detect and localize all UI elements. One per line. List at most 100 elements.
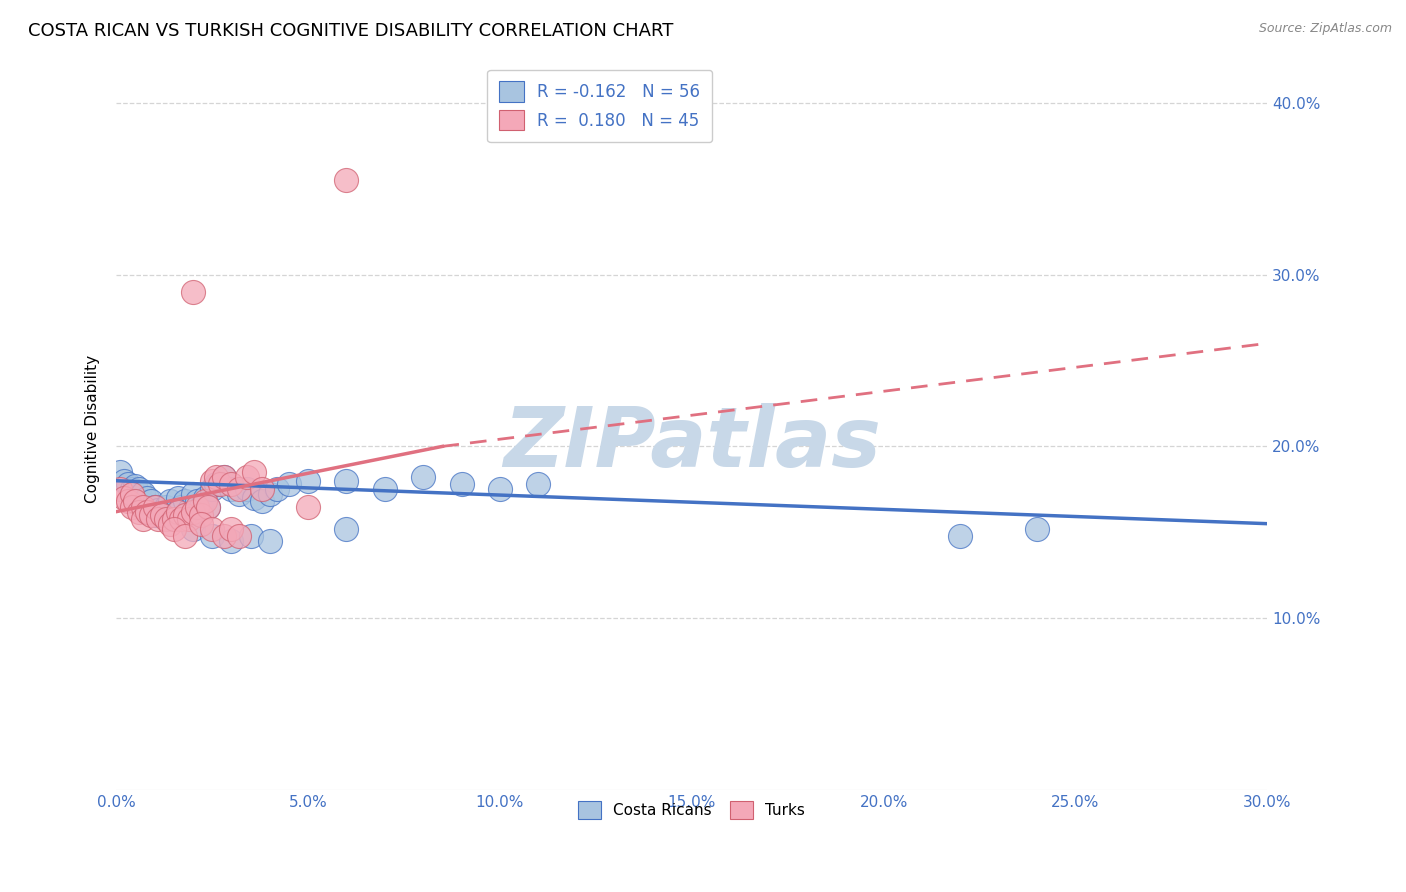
Point bbox=[179, 511, 201, 525]
Point bbox=[193, 494, 215, 508]
Point bbox=[277, 477, 299, 491]
Point bbox=[235, 470, 257, 484]
Point bbox=[121, 487, 143, 501]
Point bbox=[155, 500, 177, 514]
Text: Source: ZipAtlas.com: Source: ZipAtlas.com bbox=[1258, 22, 1392, 36]
Point bbox=[201, 474, 224, 488]
Point bbox=[159, 516, 181, 531]
Point bbox=[136, 491, 159, 505]
Point bbox=[297, 474, 319, 488]
Y-axis label: Cognitive Disability: Cognitive Disability bbox=[86, 355, 100, 503]
Point bbox=[148, 503, 170, 517]
Point bbox=[239, 529, 262, 543]
Point bbox=[148, 511, 170, 525]
Point bbox=[132, 485, 155, 500]
Point bbox=[128, 494, 150, 508]
Point bbox=[259, 487, 281, 501]
Point bbox=[174, 529, 197, 543]
Point bbox=[121, 487, 143, 501]
Point bbox=[159, 494, 181, 508]
Point bbox=[181, 505, 204, 519]
Text: ZIPatlas: ZIPatlas bbox=[503, 403, 880, 484]
Point bbox=[197, 500, 219, 514]
Point bbox=[212, 470, 235, 484]
Point bbox=[221, 477, 243, 491]
Point bbox=[190, 500, 212, 514]
Point bbox=[179, 503, 201, 517]
Point bbox=[228, 483, 250, 497]
Point bbox=[489, 483, 512, 497]
Point bbox=[221, 533, 243, 548]
Point bbox=[163, 522, 186, 536]
Point bbox=[201, 522, 224, 536]
Point bbox=[228, 529, 250, 543]
Point bbox=[121, 500, 143, 514]
Point bbox=[150, 508, 173, 522]
Point bbox=[124, 479, 146, 493]
Point bbox=[243, 465, 266, 479]
Point bbox=[190, 516, 212, 531]
Point bbox=[112, 474, 135, 488]
Point bbox=[139, 494, 162, 508]
Point bbox=[450, 477, 472, 491]
Point bbox=[163, 511, 186, 525]
Point bbox=[193, 491, 215, 505]
Point bbox=[190, 508, 212, 522]
Point bbox=[201, 529, 224, 543]
Point bbox=[205, 470, 228, 484]
Point bbox=[136, 505, 159, 519]
Point bbox=[108, 483, 131, 497]
Point bbox=[335, 474, 357, 488]
Text: COSTA RICAN VS TURKISH COGNITIVE DISABILITY CORRELATION CHART: COSTA RICAN VS TURKISH COGNITIVE DISABIL… bbox=[28, 22, 673, 40]
Point bbox=[108, 465, 131, 479]
Point bbox=[143, 508, 166, 522]
Point bbox=[250, 494, 273, 508]
Point bbox=[1026, 522, 1049, 536]
Point bbox=[112, 491, 135, 505]
Point bbox=[166, 491, 188, 505]
Point bbox=[335, 173, 357, 187]
Point bbox=[136, 505, 159, 519]
Point bbox=[412, 470, 434, 484]
Point bbox=[527, 477, 550, 491]
Point bbox=[181, 522, 204, 536]
Point bbox=[132, 500, 155, 514]
Point bbox=[181, 285, 204, 299]
Point bbox=[128, 483, 150, 497]
Point bbox=[150, 508, 173, 522]
Point bbox=[259, 533, 281, 548]
Point bbox=[197, 500, 219, 514]
Point bbox=[155, 511, 177, 525]
Point bbox=[124, 491, 146, 505]
Point bbox=[205, 477, 228, 491]
Point bbox=[201, 483, 224, 497]
Point bbox=[235, 483, 257, 497]
Point bbox=[949, 529, 972, 543]
Legend: Costa Ricans, Turks: Costa Ricans, Turks bbox=[572, 795, 811, 826]
Point bbox=[170, 511, 193, 525]
Point bbox=[374, 483, 396, 497]
Point bbox=[124, 494, 146, 508]
Point bbox=[166, 505, 188, 519]
Point bbox=[174, 508, 197, 522]
Point bbox=[143, 500, 166, 514]
Point bbox=[163, 505, 186, 519]
Point bbox=[132, 500, 155, 514]
Point bbox=[132, 511, 155, 525]
Point bbox=[266, 483, 288, 497]
Point bbox=[121, 483, 143, 497]
Point bbox=[243, 491, 266, 505]
Point bbox=[335, 522, 357, 536]
Point bbox=[117, 494, 139, 508]
Point bbox=[139, 508, 162, 522]
Point bbox=[297, 500, 319, 514]
Point bbox=[250, 483, 273, 497]
Point bbox=[186, 494, 208, 508]
Point bbox=[174, 494, 197, 508]
Point bbox=[181, 487, 204, 501]
Point bbox=[228, 487, 250, 501]
Point bbox=[186, 500, 208, 514]
Point bbox=[221, 522, 243, 536]
Point bbox=[117, 477, 139, 491]
Point bbox=[143, 500, 166, 514]
